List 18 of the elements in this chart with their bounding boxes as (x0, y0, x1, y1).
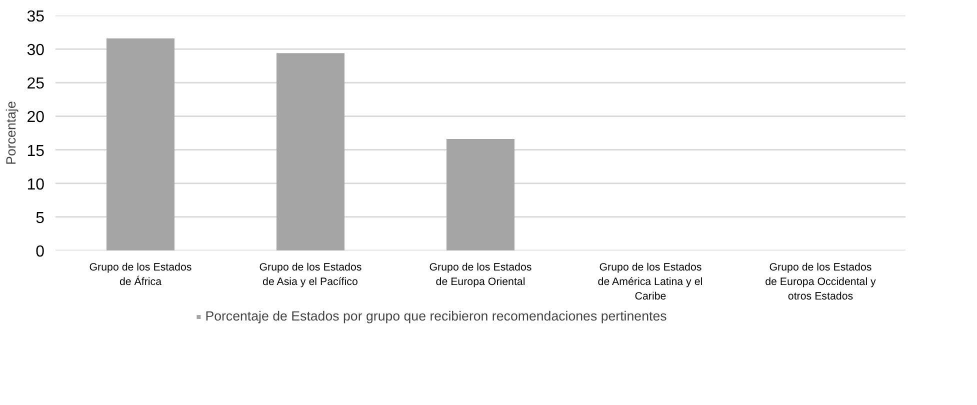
legend-label: Porcentaje de Estados por grupo que recibieron recomendaciones pertinentes (205, 308, 667, 324)
y-tick-label: 35 (26, 8, 45, 26)
y-tick-label: 15 (26, 142, 45, 160)
y-tick-label: 0 (36, 244, 45, 260)
x-tick-label: Grupo de los Estados de Europa Oriental (429, 262, 532, 288)
x-tick-label: Grupo de los Estados de África (89, 262, 192, 288)
x-tick-label: Grupo de los Estados de Europa Occidental y otros Estados (765, 262, 877, 302)
y-tick-label: 25 (26, 76, 45, 93)
x-tick-label: Grupo de los Estados de América Latina y el Caribe (598, 262, 703, 302)
bar (106, 38, 174, 250)
y-tick-label: 5 (36, 210, 45, 227)
y-tick-label: 30 (26, 42, 45, 60)
y-tick-label: 20 (26, 109, 45, 126)
y-axis-title: Porcentaje (4, 101, 19, 165)
y-tick-label: 10 (26, 176, 45, 194)
bar (446, 139, 514, 250)
bar (276, 53, 344, 250)
x-tick-label: Grupo de los Estados de Asia y el Pacífico (259, 262, 362, 288)
